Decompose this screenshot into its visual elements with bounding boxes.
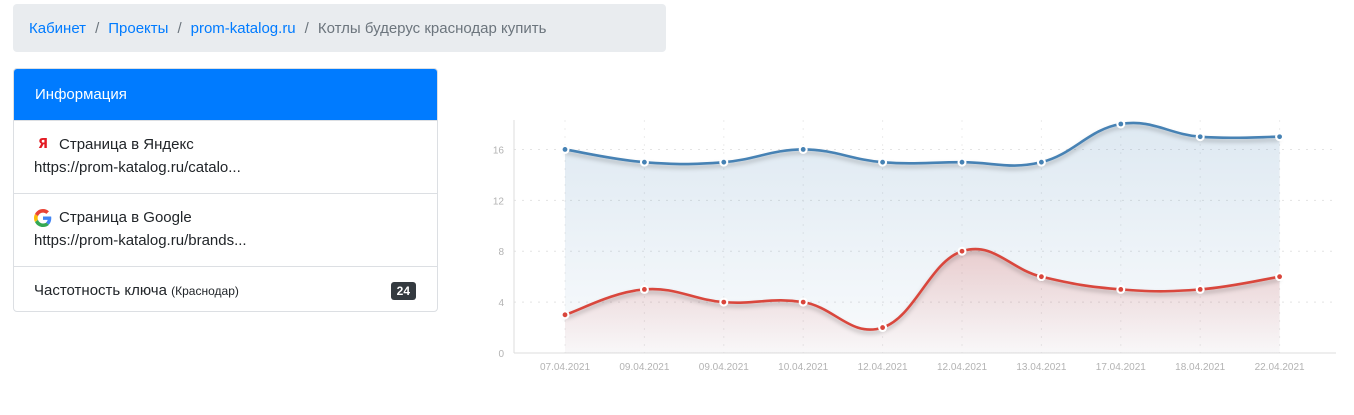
info-card: Информация Я Страница в Яндекс https://p…: [13, 68, 438, 312]
breadcrumb-cabinet-link[interactable]: Кабинет: [29, 19, 87, 37]
data-point: [800, 299, 806, 305]
x-tick-label: 12.04.2021: [858, 362, 908, 373]
data-point: [642, 159, 647, 165]
breadcrumb-projects-link[interactable]: Проекты: [108, 19, 169, 37]
data-point: [1277, 274, 1282, 280]
data-point: [880, 325, 885, 330]
data-point: [1197, 134, 1203, 140]
data-point: [1039, 274, 1044, 280]
frequency-badge: 24: [390, 281, 416, 300]
x-tick-label: 12.04.2021: [937, 362, 987, 373]
x-tick-label: 13.04.2021: [1016, 362, 1066, 373]
data-point: [959, 159, 965, 165]
data-point: [721, 159, 727, 165]
info-card-header: Информация: [14, 69, 437, 120]
google-page-label: Страница в Google: [59, 209, 192, 226]
yandex-page-item[interactable]: Я Страница в Яндекс https://prom-katalog…: [14, 120, 437, 193]
breadcrumb-site-link[interactable]: prom-katalog.ru: [190, 19, 296, 37]
series-line: [564, 247, 1280, 331]
google-page-url[interactable]: https://prom-katalog.ru/brands...: [34, 232, 247, 249]
data-point: [1197, 286, 1203, 292]
y-tick-label: 8: [498, 247, 504, 258]
frequency-item: Частотность ключа (Краснодар) 24: [14, 266, 437, 311]
data-point: [562, 147, 568, 152]
data-point: [1039, 159, 1044, 165]
data-point: [642, 286, 647, 292]
yandex-page-label: Страница в Яндекс: [59, 136, 194, 153]
x-tick-label: 09.04.2021: [699, 362, 749, 373]
breadcrumb-separator: /: [95, 19, 100, 37]
google-icon: [34, 209, 52, 227]
data-point: [1118, 286, 1124, 292]
breadcrumb-separator: /: [304, 19, 309, 37]
x-tick-label: 22.04.2021: [1255, 362, 1305, 373]
y-tick-label: 0: [498, 349, 504, 360]
frequency-region: (Краснодар): [171, 284, 239, 298]
data-point: [1277, 134, 1282, 140]
google-page-item[interactable]: Страница в Google https://prom-katalog.r…: [14, 193, 437, 266]
breadcrumb: Кабинет / Проекты / prom-katalog.ru / Ко…: [13, 4, 666, 52]
x-tick-label: 10.04.2021: [778, 362, 828, 373]
series-area: [565, 249, 1280, 353]
data-point: [562, 312, 568, 318]
frequency-label: Частотность ключа: [34, 282, 167, 299]
frequency-label-wrap: Частотность ключа (Краснодар): [34, 282, 239, 299]
x-tick-label: 09.04.2021: [619, 362, 669, 373]
y-tick-label: 16: [493, 145, 505, 156]
data-point: [959, 248, 965, 254]
yandex-icon: Я: [37, 137, 48, 152]
position-chart: 0 4 8 12 16 07.04.2021 09.04.2021 09.04.2021 10.…: [493, 119, 1336, 373]
y-tick-label: 4: [498, 298, 504, 309]
data-point: [800, 147, 806, 152]
data-point: [721, 299, 727, 305]
data-point: [880, 159, 885, 165]
yandex-page-url[interactable]: https://prom-katalog.ru/catalo...: [34, 159, 241, 176]
x-tick-label: 17.04.2021: [1096, 362, 1146, 373]
series-line: [564, 121, 1280, 167]
x-tick-label: 07.04.2021: [540, 362, 590, 373]
breadcrumb-current: Котлы будерус краснодар купить: [317, 19, 547, 37]
y-tick-label: 12: [493, 196, 505, 207]
data-point: [1118, 121, 1124, 127]
x-tick-label: 18.04.2021: [1175, 362, 1225, 373]
breadcrumb-separator: /: [177, 19, 182, 37]
